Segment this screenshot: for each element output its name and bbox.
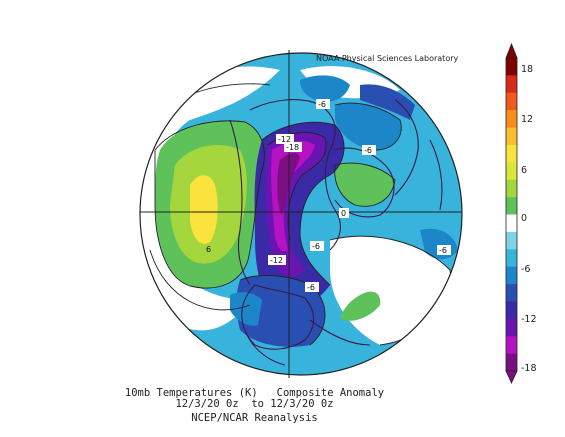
colorbar	[505, 42, 518, 384]
caption-source: NCEP/NCAR Reanalysis	[191, 412, 318, 424]
colorbar-tick-label: 0	[521, 213, 528, 224]
colorbar-swatch	[506, 144, 517, 163]
colorbar-swatch	[506, 110, 517, 128]
colorbar-swatch	[506, 92, 517, 111]
colorbar-swatch	[506, 266, 517, 285]
colorbar-swatch	[506, 318, 517, 337]
contour-label: 0	[341, 209, 346, 218]
contour-label: -6	[307, 283, 315, 292]
globe-outline	[139, 52, 463, 376]
contour-label: -6	[318, 100, 326, 109]
contour-label: 6	[206, 245, 211, 254]
colorbar-swatch	[506, 231, 517, 250]
colorbar-bottom-cap	[505, 370, 518, 384]
colorbar-tick-label: 6	[521, 165, 528, 176]
colorbar-swatch	[506, 249, 517, 267]
colorbar-tick-label: -12	[521, 314, 537, 325]
colorbar-tick-label: 18	[521, 64, 534, 75]
colorbar-swatch	[506, 75, 517, 94]
colorbar-top-cap	[505, 42, 518, 59]
contour-label: -12	[270, 256, 283, 265]
contour-label: -18	[286, 143, 299, 152]
colorbar-swatch	[506, 162, 517, 181]
colorbar-swatch	[506, 336, 517, 354]
colorbar-tick-label: -18	[521, 363, 537, 374]
colorbar-swatch	[506, 353, 517, 372]
contour-label: -6	[364, 146, 372, 155]
colorbar-tick-label: -6	[521, 264, 531, 275]
colorbar-swatch	[506, 214, 517, 233]
colorbar-swatch	[506, 127, 517, 146]
colorbar-outline	[505, 57, 518, 372]
colorbar-swatch	[506, 301, 517, 320]
credit-text: NOAA Physical Sciences Laboratory	[316, 54, 459, 63]
colorbar-swatch	[506, 58, 517, 76]
anomaly-field	[140, 66, 458, 347]
contour-label-group: -12 -18 -6 -6 -6 -6 -12 -6 0 6	[206, 99, 451, 292]
contour-label: -6	[439, 246, 447, 255]
colorbar-tick-label: 12	[521, 114, 534, 125]
contour-label: -6	[312, 242, 320, 251]
caption-title: 10mb Temperatures (K) Composite Anomaly	[124, 387, 385, 399]
colorbar-swatch	[506, 284, 517, 302]
caption-dates: 12/3/20 0z to 12/3/20 0z	[175, 398, 334, 410]
colorbar-swatch	[506, 179, 517, 198]
contour-label: -12	[278, 135, 291, 144]
coastlines	[229, 99, 443, 366]
colorbar-swatch	[506, 197, 517, 215]
